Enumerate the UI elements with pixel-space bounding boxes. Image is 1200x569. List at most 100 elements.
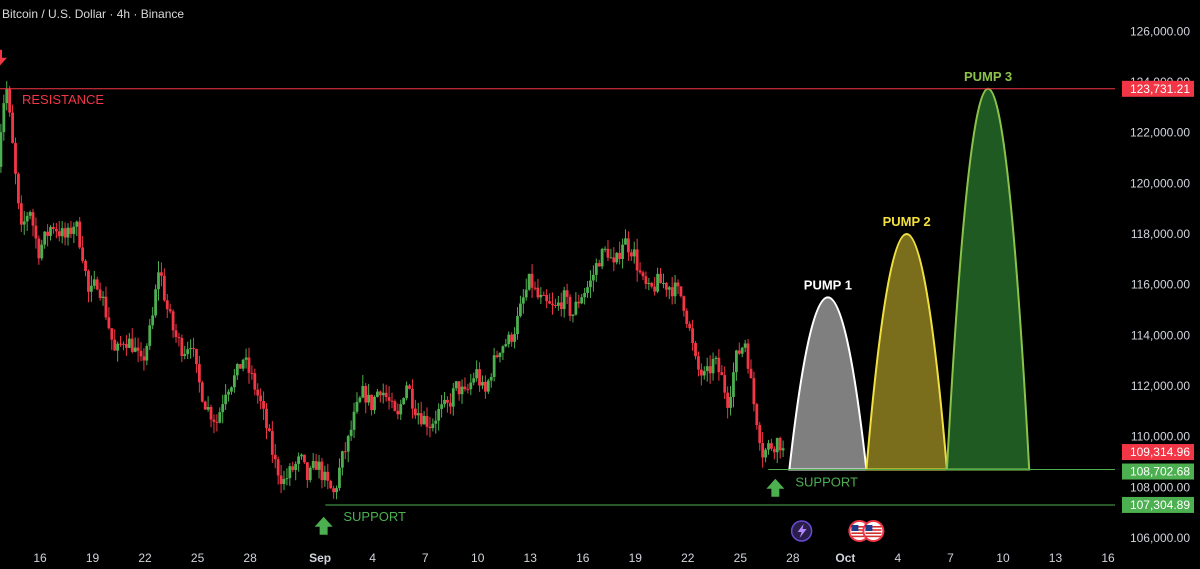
candle-body — [460, 386, 464, 395]
candle-body — [755, 404, 759, 426]
candle-body — [527, 273, 531, 290]
crypto-event-icon[interactable] — [790, 520, 813, 542]
candle-body — [323, 471, 327, 481]
x-tick-label: Oct — [835, 551, 855, 565]
x-tick-label: 28 — [243, 551, 257, 565]
candle-body — [629, 252, 633, 257]
candle-body — [434, 420, 438, 424]
candle-body — [615, 252, 619, 263]
flag-canton — [865, 525, 873, 531]
candle-body — [644, 276, 648, 284]
candle-body — [387, 397, 391, 401]
candle-body — [282, 478, 286, 485]
candle-body — [291, 466, 295, 471]
candle-body — [653, 286, 657, 292]
candle-body — [46, 231, 49, 236]
pump-1-label: PUMP 1 — [804, 277, 852, 292]
candle-body — [343, 451, 347, 453]
candle-body — [349, 429, 353, 437]
candle-body — [416, 413, 420, 416]
candle-body — [486, 380, 490, 392]
candle-body — [670, 287, 674, 297]
candle-body — [72, 226, 76, 234]
us-flag-icon-2[interactable] — [862, 520, 885, 542]
candle-body — [656, 273, 659, 292]
x-tick-label: Sep — [309, 551, 331, 565]
projections-layer: PUMP 1 PUMP 2 PUMP 3 — [788, 69, 1031, 471]
candle-body — [355, 401, 359, 412]
x-tick-label: 4 — [895, 551, 902, 565]
x-tick-label: 28 — [786, 551, 800, 565]
candle-body — [580, 297, 584, 304]
candle-body — [63, 228, 67, 238]
candle-body — [524, 289, 528, 298]
x-tick-label: 25 — [191, 551, 205, 565]
candle-body — [664, 282, 668, 290]
candle-body — [729, 396, 732, 408]
x-axis[interactable]: 16 19 22 25 28 Sep 4 7 10 13 16 19 22 25 28 Oct 4 7 10 13 16 — [33, 551, 1115, 565]
y-axis[interactable]: 106,000.00 108,000.00 110,000.00 112,000.00… — [1130, 24, 1190, 545]
candle-body — [136, 347, 140, 351]
candle-body — [259, 395, 263, 402]
candle-body — [133, 347, 137, 352]
candle-body — [230, 387, 233, 392]
candle-body — [317, 461, 321, 470]
candle-body — [448, 402, 452, 407]
candle-body — [218, 412, 222, 423]
candle-body — [624, 238, 627, 245]
candle-body — [288, 466, 292, 479]
candle-body — [238, 364, 242, 369]
candle-body — [551, 303, 554, 306]
candle-body — [603, 248, 607, 250]
candle-body — [396, 410, 400, 415]
candle-body — [548, 301, 551, 304]
candle-body — [597, 263, 601, 267]
candle-body — [373, 396, 376, 411]
candle-body — [367, 394, 371, 403]
x-tick-label: 10 — [471, 551, 485, 565]
candle-body — [215, 421, 219, 423]
candle-body — [212, 419, 216, 422]
candle-body — [25, 215, 29, 222]
candle-body — [705, 366, 709, 371]
flag-canton — [851, 525, 859, 531]
candle-body — [89, 285, 93, 292]
support-upper-label: SUPPORT — [795, 475, 858, 490]
x-tick-label: 16 — [1101, 551, 1115, 565]
candle-body — [189, 348, 193, 350]
candle-body — [559, 302, 563, 310]
candle-body — [148, 325, 152, 346]
candle-body — [300, 454, 303, 457]
candle-body — [609, 257, 613, 259]
candle-body — [232, 375, 236, 388]
candle-body — [767, 443, 770, 450]
pump-2-label: PUMP 2 — [883, 214, 931, 229]
candle-body — [758, 425, 762, 444]
resistance-price-tag: 123,731.21 — [1130, 82, 1190, 96]
candle-body — [34, 225, 38, 239]
candle-body — [124, 343, 128, 348]
candle-body — [589, 280, 592, 288]
candle-body — [157, 272, 160, 290]
flag-stripe — [851, 526, 868, 528]
candle-body — [206, 406, 210, 410]
candle-body — [679, 286, 683, 297]
candle-body — [116, 343, 120, 351]
candle-body — [481, 381, 484, 386]
candle-body — [139, 350, 143, 357]
candle-body — [723, 375, 727, 393]
pump-2-shape — [865, 232, 949, 471]
candle-body — [376, 391, 379, 397]
candle-body — [370, 394, 373, 411]
candle-body — [81, 247, 85, 261]
candle-body — [697, 356, 700, 370]
candle-body — [40, 244, 44, 259]
candle-body — [419, 413, 423, 425]
candle-body — [122, 343, 125, 345]
candle-body — [154, 289, 157, 316]
resistance-down-arrow-icon — [0, 49, 7, 66]
y-tick-label: 114,000.00 — [1131, 328, 1190, 342]
candle-body — [740, 347, 744, 354]
